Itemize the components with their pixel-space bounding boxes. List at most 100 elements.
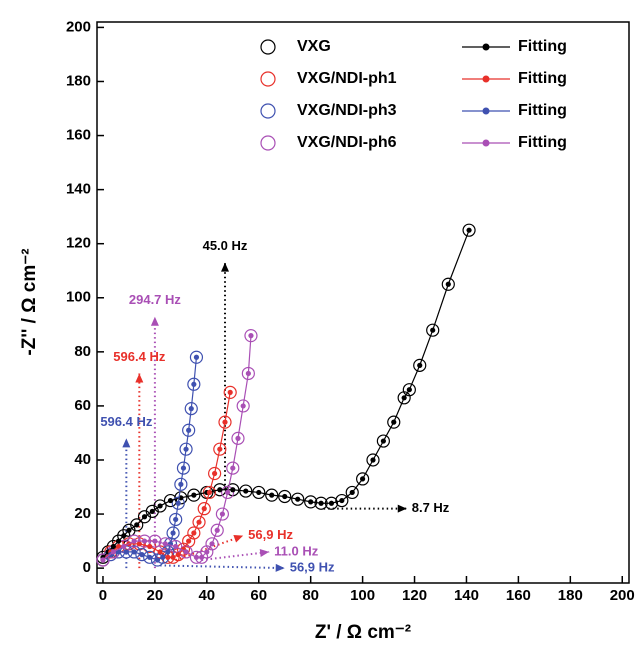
data-point (169, 512, 183, 527)
x-axis-title: Z' / Ω cm⁻² (315, 622, 411, 643)
fit-point (191, 381, 197, 387)
x-tick-label: 80 (302, 587, 319, 604)
fit-point (167, 497, 174, 504)
x-tick-label: 140 (454, 587, 479, 604)
y-tick-label: 20 (74, 505, 91, 522)
annotation-label: 596.4 Hz (113, 349, 166, 364)
fit-point (230, 465, 236, 471)
data-point (345, 485, 359, 500)
fit-point (173, 516, 179, 523)
legend-label: Fitting (518, 102, 567, 119)
legend-symbol (260, 39, 276, 55)
data-point (210, 523, 224, 537)
fit-point (206, 489, 213, 496)
legend-label: VXG/NDI-ph1 (297, 70, 397, 87)
data-point (130, 518, 144, 532)
fit-line (102, 357, 198, 561)
fit-point (115, 538, 122, 544)
data-point (413, 358, 427, 372)
fit-point (115, 549, 122, 555)
y-tick-label: 100 (66, 289, 91, 306)
fit-point (173, 543, 179, 550)
x-tick-label: 200 (610, 587, 635, 604)
data-point (187, 526, 201, 540)
y-tick-label: 40 (74, 451, 91, 468)
fit-point (401, 395, 407, 401)
fit-point (131, 538, 137, 544)
data-point (143, 550, 157, 564)
fit-point (165, 554, 171, 560)
data-point (153, 499, 167, 513)
fit-point (204, 549, 210, 555)
fit-point (339, 497, 345, 504)
fit-point (370, 457, 376, 463)
y-tick-label: 180 (66, 72, 91, 89)
annotation-label: 56,9 Hz (290, 560, 335, 575)
fit-point (141, 538, 148, 544)
y-tick-label: 60 (74, 397, 91, 414)
fit-point (170, 530, 176, 536)
data-point (402, 383, 416, 397)
fit-point (227, 389, 233, 395)
data-point (197, 502, 211, 516)
fit-point (269, 492, 275, 498)
arrow-head (233, 534, 244, 543)
fit-point (154, 557, 161, 563)
annotation-arrow (175, 534, 244, 561)
fit-point (219, 511, 226, 517)
fit-point (360, 476, 366, 482)
fit-point (131, 549, 137, 555)
data-point (192, 515, 206, 529)
data-point (220, 485, 235, 500)
data-point (163, 493, 178, 508)
fit-point (243, 488, 249, 494)
legend-label: VXG/NDI-ph3 (297, 102, 397, 119)
fit-point (295, 496, 301, 502)
fit-point (193, 354, 200, 360)
fit-point (282, 493, 288, 500)
data-point (202, 485, 217, 500)
fit-point (391, 419, 397, 425)
legend-label: VXG (297, 38, 331, 55)
fit-point (445, 281, 451, 287)
fit-point (224, 489, 231, 496)
fit-point (175, 552, 181, 558)
fit-point (110, 543, 116, 550)
arrow-head (275, 563, 285, 572)
legend-label: Fitting (518, 70, 567, 87)
data-point (205, 537, 219, 551)
x-tick-label: 100 (350, 587, 375, 604)
data-point (387, 415, 401, 429)
y-tick-label: 120 (66, 235, 91, 252)
fit-point (417, 362, 423, 368)
fit-point (328, 500, 335, 506)
data-point (426, 323, 440, 337)
y-tick-label: 160 (66, 127, 91, 144)
data-point (335, 493, 349, 508)
fit-point (191, 492, 197, 498)
y-tick-label: 80 (74, 343, 91, 360)
y-axis-title: -Z'' / Ω cm⁻² (19, 248, 40, 355)
data-point (171, 496, 185, 510)
data-point (236, 399, 250, 413)
fit-point (406, 387, 412, 393)
fit-point (217, 446, 223, 452)
fit-point (147, 543, 153, 550)
legend-symbol (260, 103, 276, 119)
legend-symbol (482, 75, 490, 83)
fit-point (214, 527, 220, 533)
x-tick-label: 120 (402, 587, 427, 604)
fit-point (162, 541, 168, 547)
fit-point (193, 554, 200, 560)
fit-point (209, 541, 215, 547)
data-point (291, 492, 305, 506)
arrow-head (135, 373, 144, 383)
data-point (187, 488, 201, 502)
data-point (176, 461, 191, 475)
data-point (376, 434, 390, 448)
fit-point (466, 227, 472, 233)
fit-point (123, 549, 129, 555)
fit-point (201, 506, 207, 512)
data-point (441, 277, 455, 291)
fit-point (180, 465, 187, 471)
